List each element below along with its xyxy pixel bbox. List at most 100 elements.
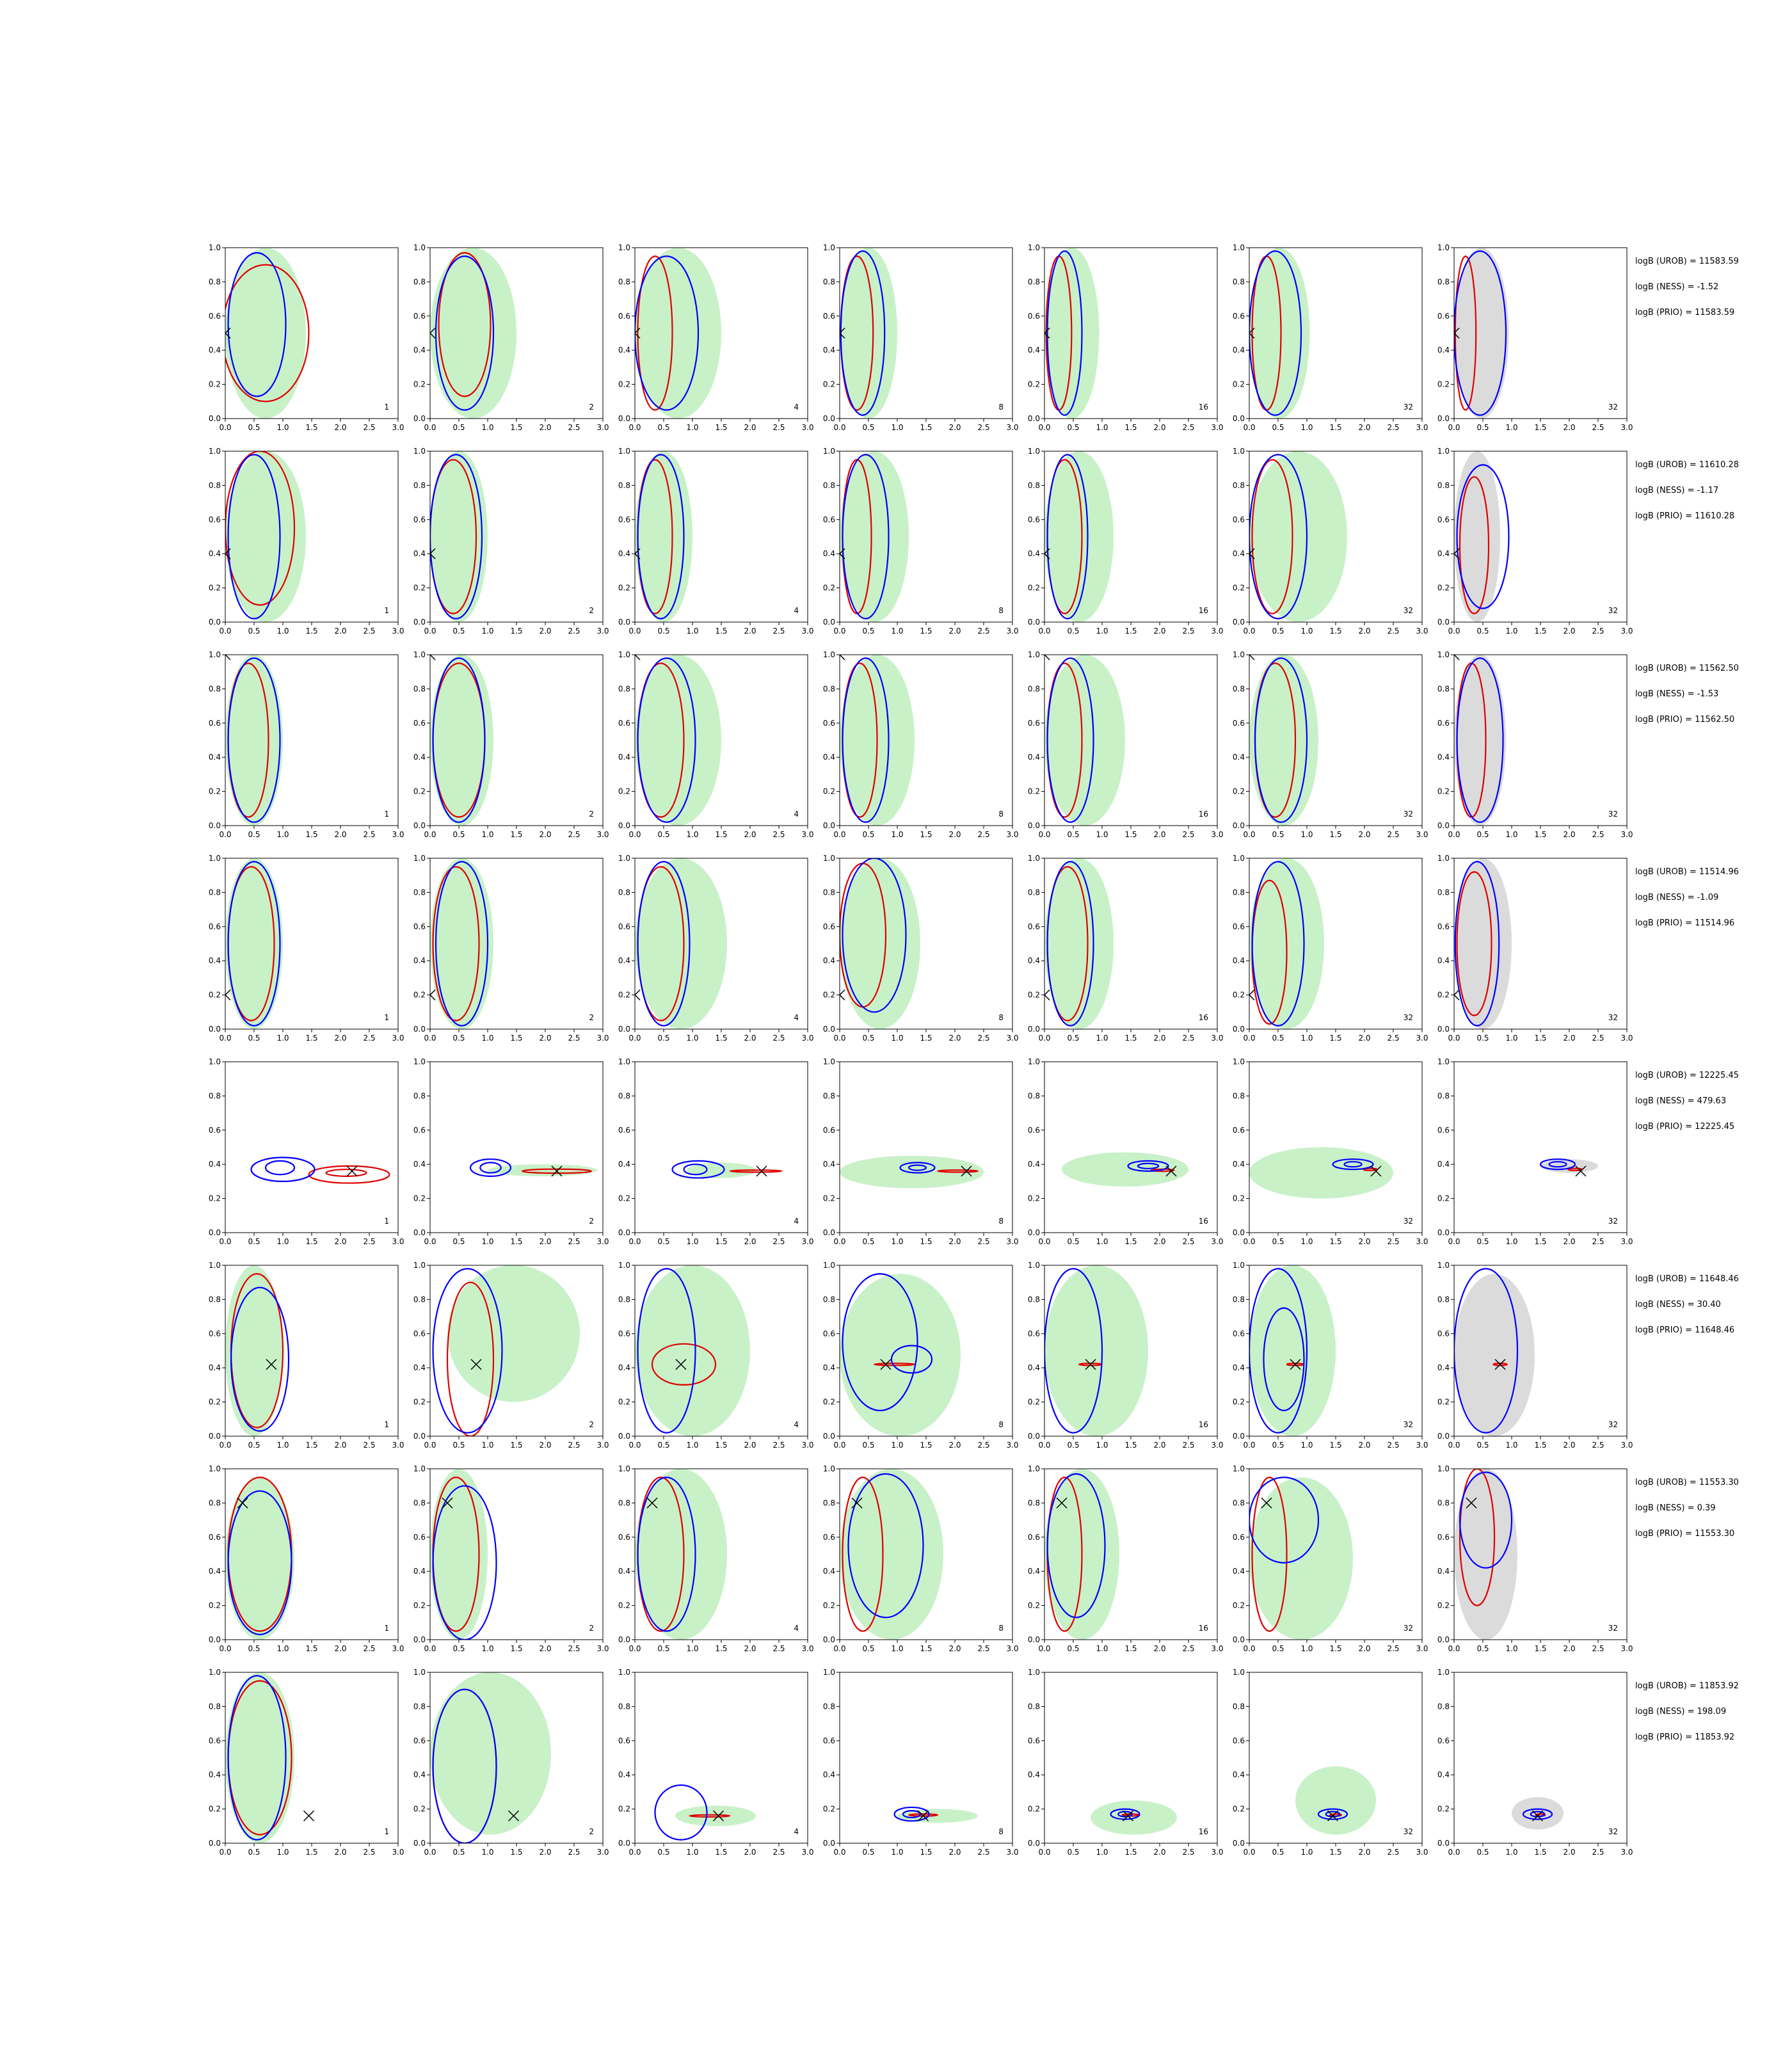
- panel-plot-area: [635, 858, 727, 1029]
- logb-annotation: logB (PRIO) = 11553.30: [1635, 1529, 1735, 1539]
- x-tick-label: 1.0: [1096, 627, 1108, 636]
- y-tick-label: 1.0: [1028, 1261, 1040, 1270]
- x-tick-label: 1.5: [1534, 1441, 1546, 1450]
- y-tick-label: 0.8: [1233, 684, 1245, 693]
- panel-corner-label: 4: [794, 1420, 799, 1429]
- x-tick-label: 0.5: [1067, 423, 1079, 432]
- panel-1-2: 0.0 0.5 1.0 1.5 2.0 2.5 3.0 0.0 0.2 0.4 0.6 0.8 1.0 2: [413, 243, 609, 432]
- x-tick-label: 1.0: [891, 1441, 903, 1450]
- y-tick-label: 0.8: [1233, 1091, 1245, 1100]
- x-tick-label: 2.5: [363, 1848, 375, 1857]
- y-tick-label: 0.8: [413, 1295, 426, 1304]
- green-density-region: [840, 858, 920, 1029]
- y-tick-label: 0.6: [823, 312, 835, 321]
- panel-3-7: 0.0 0.5 1.0 1.5 2.0 2.5 3.0 0.0 0.2 0.4 0.6 0.8 1.0 3…: [1437, 650, 1633, 839]
- y-tick-label: 0.0: [1233, 1635, 1245, 1644]
- x-tick-label: 2.5: [772, 627, 785, 636]
- blue-contour: [1539, 1158, 1576, 1171]
- x-tick-label: 1.5: [305, 830, 317, 839]
- y-tick-label: 0.2: [618, 1398, 630, 1407]
- y-tick-label: 0.6: [618, 312, 630, 321]
- truth-marker: [635, 548, 641, 559]
- logb-annotation: logB (PRIO) = 11583.59: [1635, 308, 1735, 317]
- logb-annotation: logB (PRIO) = 11853.92: [1635, 1732, 1735, 1742]
- blue-contour: [1263, 1307, 1305, 1412]
- x-tick-label: 1.0: [1300, 1644, 1313, 1653]
- x-tick-label: 3.0: [801, 1441, 813, 1450]
- y-tick-label: 0.6: [1233, 312, 1245, 321]
- y-tick-label: 0.2: [618, 1194, 630, 1203]
- panel-corner-label: 32: [1404, 606, 1413, 615]
- green-density-region: [225, 1265, 283, 1436]
- green-density-region: [430, 1672, 551, 1835]
- y-tick-label: 0.6: [823, 1126, 835, 1135]
- green-density-region: [430, 655, 493, 826]
- x-tick-label: 1.5: [715, 1034, 727, 1043]
- x-tick-label: 0.5: [657, 1237, 669, 1246]
- x-tick-label: 0.5: [1476, 1441, 1489, 1450]
- y-tick-label: 0.8: [1233, 888, 1245, 897]
- x-tick-label: 2.0: [1153, 627, 1165, 636]
- panel-corner-label: 32: [1404, 810, 1413, 819]
- x-tick-label: 1.5: [1124, 1441, 1137, 1450]
- x-tick-label: 0.0: [1038, 1441, 1050, 1450]
- panel-plot-area: [840, 451, 909, 622]
- y-tick-label: 0.4: [413, 956, 426, 965]
- x-tick-label: 0.0: [219, 1848, 231, 1857]
- logb-annotation: logB (PRIO) = 11648.46: [1635, 1325, 1735, 1335]
- x-tick-label: 2.0: [1358, 1034, 1370, 1043]
- x-tick-label: 2.0: [1153, 830, 1165, 839]
- y-tick-label: 0.0: [209, 1635, 221, 1644]
- x-tick-label: 1.0: [891, 1034, 903, 1043]
- y-tick-label: 1.0: [618, 650, 630, 659]
- y-tick-label: 0.2: [1437, 380, 1450, 389]
- x-tick-label: 3.0: [392, 830, 404, 839]
- x-tick-label: 1.0: [276, 830, 289, 839]
- x-tick-label: 1.0: [1300, 423, 1313, 432]
- y-tick-label: 0.0: [1028, 1432, 1040, 1441]
- green-density-region: [675, 1805, 756, 1827]
- panel-plot-area: [1249, 655, 1318, 826]
- green-density-region: [430, 248, 516, 419]
- x-tick-label: 0.5: [1067, 1441, 1079, 1450]
- x-tick-label: 0.5: [657, 1034, 669, 1043]
- x-tick-label: 1.0: [1505, 1848, 1517, 1857]
- gray-density-region: [1454, 655, 1506, 826]
- panel-corner-label: 4: [794, 1827, 799, 1836]
- x-tick-label: 0.0: [628, 1034, 641, 1043]
- blue-contour: [842, 657, 890, 823]
- x-tick-label: 1.5: [920, 830, 932, 839]
- x-tick-label: 1.0: [686, 1034, 698, 1043]
- y-tick-label: 0.8: [209, 1295, 221, 1304]
- x-tick-label: 1.0: [276, 627, 289, 636]
- blue-contour: [227, 1490, 292, 1636]
- x-tick-label: 2.0: [948, 1441, 961, 1450]
- red-contour: [936, 1169, 979, 1173]
- y-tick-label: 1.0: [413, 243, 426, 252]
- x-tick-label: 2.5: [1182, 1441, 1194, 1450]
- truth-marker: [635, 989, 641, 1001]
- blue-contour: [1459, 1471, 1513, 1569]
- blue-contour: [1249, 250, 1302, 416]
- x-tick-label: 3.0: [1211, 1237, 1223, 1246]
- x-tick-label: 2.5: [568, 1237, 580, 1246]
- panel-corner-label: 16: [1199, 606, 1208, 615]
- y-tick-label: 0.8: [1028, 1702, 1040, 1711]
- y-tick-label: 0.6: [413, 922, 426, 931]
- x-tick-label: 0.0: [833, 1848, 845, 1857]
- x-tick-label: 1.5: [1329, 627, 1341, 636]
- y-tick-label: 0.0: [618, 1635, 630, 1644]
- y-tick-label: 0.8: [823, 481, 835, 490]
- x-tick-label: 2.5: [568, 830, 580, 839]
- x-tick-label: 2.5: [1182, 1034, 1194, 1043]
- y-tick-label: 0.4: [413, 1770, 426, 1779]
- truth-marker: [1122, 1810, 1134, 1821]
- panel-plot-area: [432, 1265, 580, 1436]
- panel-plot-area: [654, 1784, 756, 1841]
- blue-contour: [227, 1675, 287, 1841]
- panel-plot-area: [250, 1156, 390, 1184]
- red-contour: [1459, 476, 1490, 614]
- panel-plot-area: [1044, 655, 1125, 826]
- y-tick-label: 0.4: [413, 753, 426, 762]
- x-tick-label: 2.5: [1592, 423, 1604, 432]
